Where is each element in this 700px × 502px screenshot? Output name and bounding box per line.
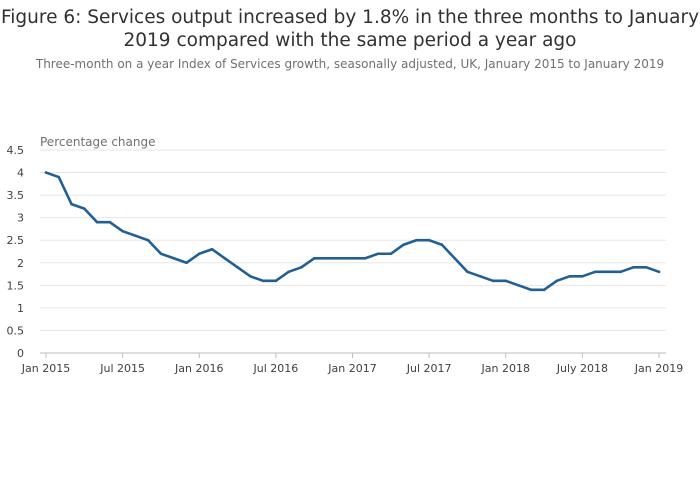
data-point bbox=[70, 202, 73, 206]
data-point bbox=[581, 275, 584, 278]
data-point bbox=[338, 256, 342, 260]
data-point bbox=[632, 265, 635, 269]
data-point bbox=[504, 279, 508, 283]
data-point bbox=[223, 256, 227, 260]
y-tick-label: 1 bbox=[17, 302, 24, 315]
data-point bbox=[134, 234, 137, 238]
y-tick-label: 4 bbox=[17, 167, 24, 180]
data-point bbox=[274, 279, 278, 283]
y-axis-label: Percentage change bbox=[40, 135, 155, 149]
data-point bbox=[197, 252, 201, 256]
data-point bbox=[287, 270, 290, 274]
x-tick-label: Jan 2017 bbox=[327, 362, 376, 375]
gridlines bbox=[40, 149, 666, 331]
y-tick-label: 3.5 bbox=[7, 189, 25, 202]
data-point bbox=[542, 288, 546, 292]
series-lines bbox=[44, 171, 661, 292]
data-point bbox=[159, 252, 163, 256]
data-point bbox=[363, 256, 367, 260]
data-point bbox=[402, 243, 405, 247]
data-point bbox=[517, 284, 520, 287]
data-point bbox=[108, 220, 112, 224]
x-tick-label: Jul 2016 bbox=[252, 362, 298, 375]
data-point bbox=[249, 275, 252, 278]
x-tick-label: Jul 2015 bbox=[99, 362, 145, 375]
data-point bbox=[146, 238, 150, 242]
x-tick-label: Jan 2019 bbox=[634, 362, 683, 375]
data-point bbox=[440, 243, 444, 247]
y-tick-label: 0 bbox=[17, 347, 24, 360]
data-point bbox=[210, 247, 214, 251]
x-axis: Jan 2015 Jul 2015 Jan 2016 Jul 2016 Jan 2017… bbox=[21, 352, 683, 375]
data-point bbox=[121, 229, 124, 233]
x-tick-label: July 2018 bbox=[556, 362, 608, 375]
data-point bbox=[312, 256, 316, 260]
data-point bbox=[83, 207, 86, 210]
data-point bbox=[466, 270, 469, 274]
data-point bbox=[261, 279, 265, 283]
data-point bbox=[415, 238, 418, 242]
data-point bbox=[644, 265, 648, 269]
x-tick-label: Jul 2017 bbox=[406, 362, 452, 375]
y-tick-label: 3 bbox=[17, 212, 24, 225]
data-point bbox=[95, 220, 99, 224]
data-point bbox=[593, 270, 597, 274]
data-point bbox=[427, 238, 431, 242]
data-point bbox=[300, 265, 303, 269]
data-point bbox=[478, 275, 482, 278]
data-point bbox=[172, 256, 176, 260]
data-point bbox=[555, 279, 559, 283]
data-point bbox=[236, 265, 239, 269]
data-point bbox=[606, 270, 610, 274]
data-point bbox=[376, 252, 380, 256]
data-point bbox=[453, 256, 456, 260]
series-line-0 bbox=[44, 171, 661, 292]
data-point bbox=[185, 261, 188, 265]
y-tick-label: 0.5 bbox=[7, 324, 25, 337]
data-point bbox=[389, 252, 393, 256]
chart-title: Figure 6: Services output increased by 1… bbox=[0, 7, 700, 51]
y-axis: 0 0.5 1 1.5 2 2.5 3 3.5 4 4.5 bbox=[7, 144, 25, 360]
y-tick-label: 2.5 bbox=[7, 234, 25, 247]
x-tick-label: Jan 2016 bbox=[174, 362, 223, 375]
data-point bbox=[619, 270, 622, 274]
data-point bbox=[351, 256, 354, 260]
x-tick-label: Jan 2015 bbox=[21, 362, 70, 375]
data-point bbox=[529, 288, 533, 292]
data-point bbox=[568, 275, 571, 278]
y-tick-label: 2 bbox=[17, 257, 24, 270]
y-tick-label: 4.5 bbox=[7, 144, 25, 157]
data-point bbox=[44, 171, 48, 174]
chart-subtitle: Three-month on a year Index of Services … bbox=[35, 57, 665, 71]
data-point bbox=[657, 270, 661, 274]
data-point bbox=[57, 175, 61, 179]
data-point bbox=[491, 279, 495, 283]
x-tick-label: Jan 2018 bbox=[481, 362, 530, 375]
data-point bbox=[325, 256, 329, 260]
y-tick-label: 1.5 bbox=[7, 279, 25, 292]
